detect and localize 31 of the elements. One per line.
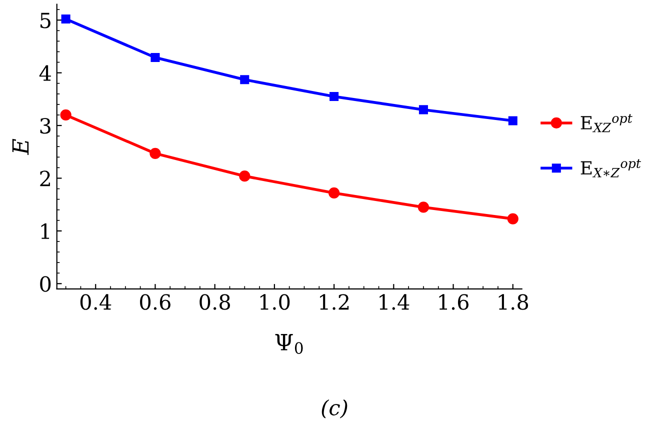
x-tick-label: 0.6 <box>140 294 170 310</box>
y-axis-title: E <box>12 138 29 156</box>
y-tick-label: 1 <box>41 223 50 239</box>
point <box>61 14 70 24</box>
point <box>328 187 340 199</box>
y-tick-label: 5 <box>40 12 50 28</box>
point <box>418 105 428 114</box>
point <box>418 202 430 213</box>
y-tick-label: 4 <box>39 65 51 81</box>
y-tick-label: 3 <box>40 118 50 134</box>
x-tick-label: 1.4 <box>380 294 410 310</box>
point <box>330 92 339 102</box>
y-tick-label: 2 <box>40 170 50 186</box>
point <box>150 148 161 159</box>
point <box>60 109 72 121</box>
point <box>240 75 250 84</box>
x-tick-label: 1.6 <box>439 294 469 310</box>
x-tick-label: 1.2 <box>320 294 349 310</box>
x-tick-label: 1.0 <box>260 294 290 310</box>
x-tick-label: 0.8 <box>200 294 230 310</box>
x-tick-label: 0.4 <box>80 294 112 310</box>
legend-label: E$_{X∗Z}$$^{opt}$ <box>580 159 642 178</box>
point <box>508 116 518 126</box>
x-axis-title: Ψ$_{0}$ <box>275 334 303 354</box>
legend-label: E$_{XZ}$$^{opt}$ <box>580 114 632 132</box>
point <box>239 170 250 182</box>
text: (c) <box>322 399 348 418</box>
point <box>150 53 160 62</box>
x-tick-label: 1.8 <box>498 294 528 310</box>
point <box>507 213 518 224</box>
y-tick-label: 0 <box>40 276 51 292</box>
